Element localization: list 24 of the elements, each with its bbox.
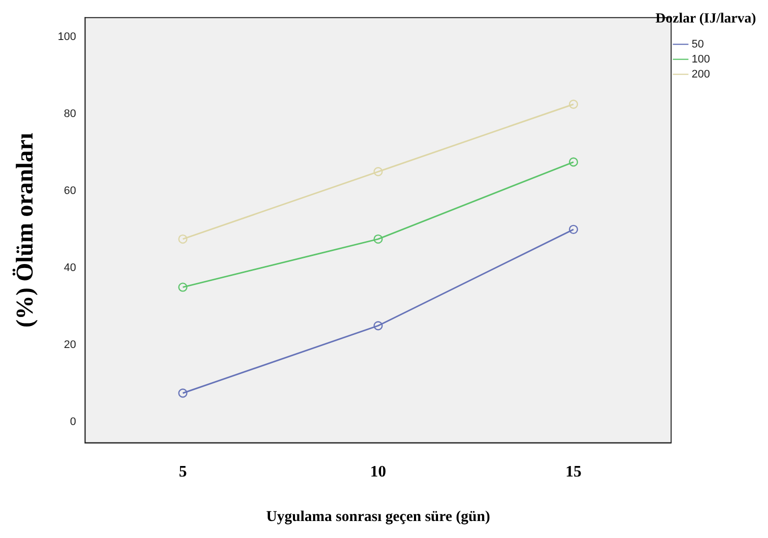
y-axis-title: (%) Ölüm oranları bbox=[12, 132, 39, 328]
point bbox=[568, 100, 578, 109]
y-tick-label: 20 bbox=[64, 339, 76, 352]
legend-label: 200 bbox=[692, 68, 710, 80]
x-tick-label: 5 bbox=[178, 464, 187, 481]
legend-label: 100 bbox=[692, 53, 710, 66]
point bbox=[178, 282, 188, 292]
point bbox=[178, 388, 188, 398]
legend-title: Dozlar (IJ/larva) bbox=[656, 12, 756, 27]
y-tick-label: 80 bbox=[64, 108, 76, 120]
point bbox=[568, 157, 578, 167]
x-axis-title: Uygulama sonrası geçen süre (gün) bbox=[266, 508, 490, 525]
point bbox=[374, 167, 383, 176]
point bbox=[568, 224, 578, 234]
x-tick-label: 15 bbox=[565, 464, 582, 481]
y-tick-label: 60 bbox=[64, 184, 76, 197]
point bbox=[374, 234, 383, 244]
y-tick-label: 100 bbox=[58, 30, 76, 43]
y-tick-label: 0 bbox=[70, 416, 76, 428]
y-tick-label: 40 bbox=[64, 262, 76, 274]
legend-label: 50 bbox=[692, 38, 704, 50]
point bbox=[178, 234, 188, 244]
x-tick-label: 10 bbox=[370, 464, 386, 481]
point bbox=[374, 321, 383, 330]
